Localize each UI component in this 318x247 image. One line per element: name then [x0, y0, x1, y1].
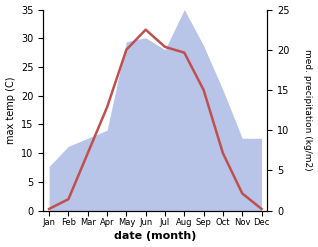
Y-axis label: med. precipitation (kg/m2): med. precipitation (kg/m2) — [303, 49, 313, 171]
Y-axis label: max temp (C): max temp (C) — [5, 76, 16, 144]
X-axis label: date (month): date (month) — [114, 231, 197, 242]
